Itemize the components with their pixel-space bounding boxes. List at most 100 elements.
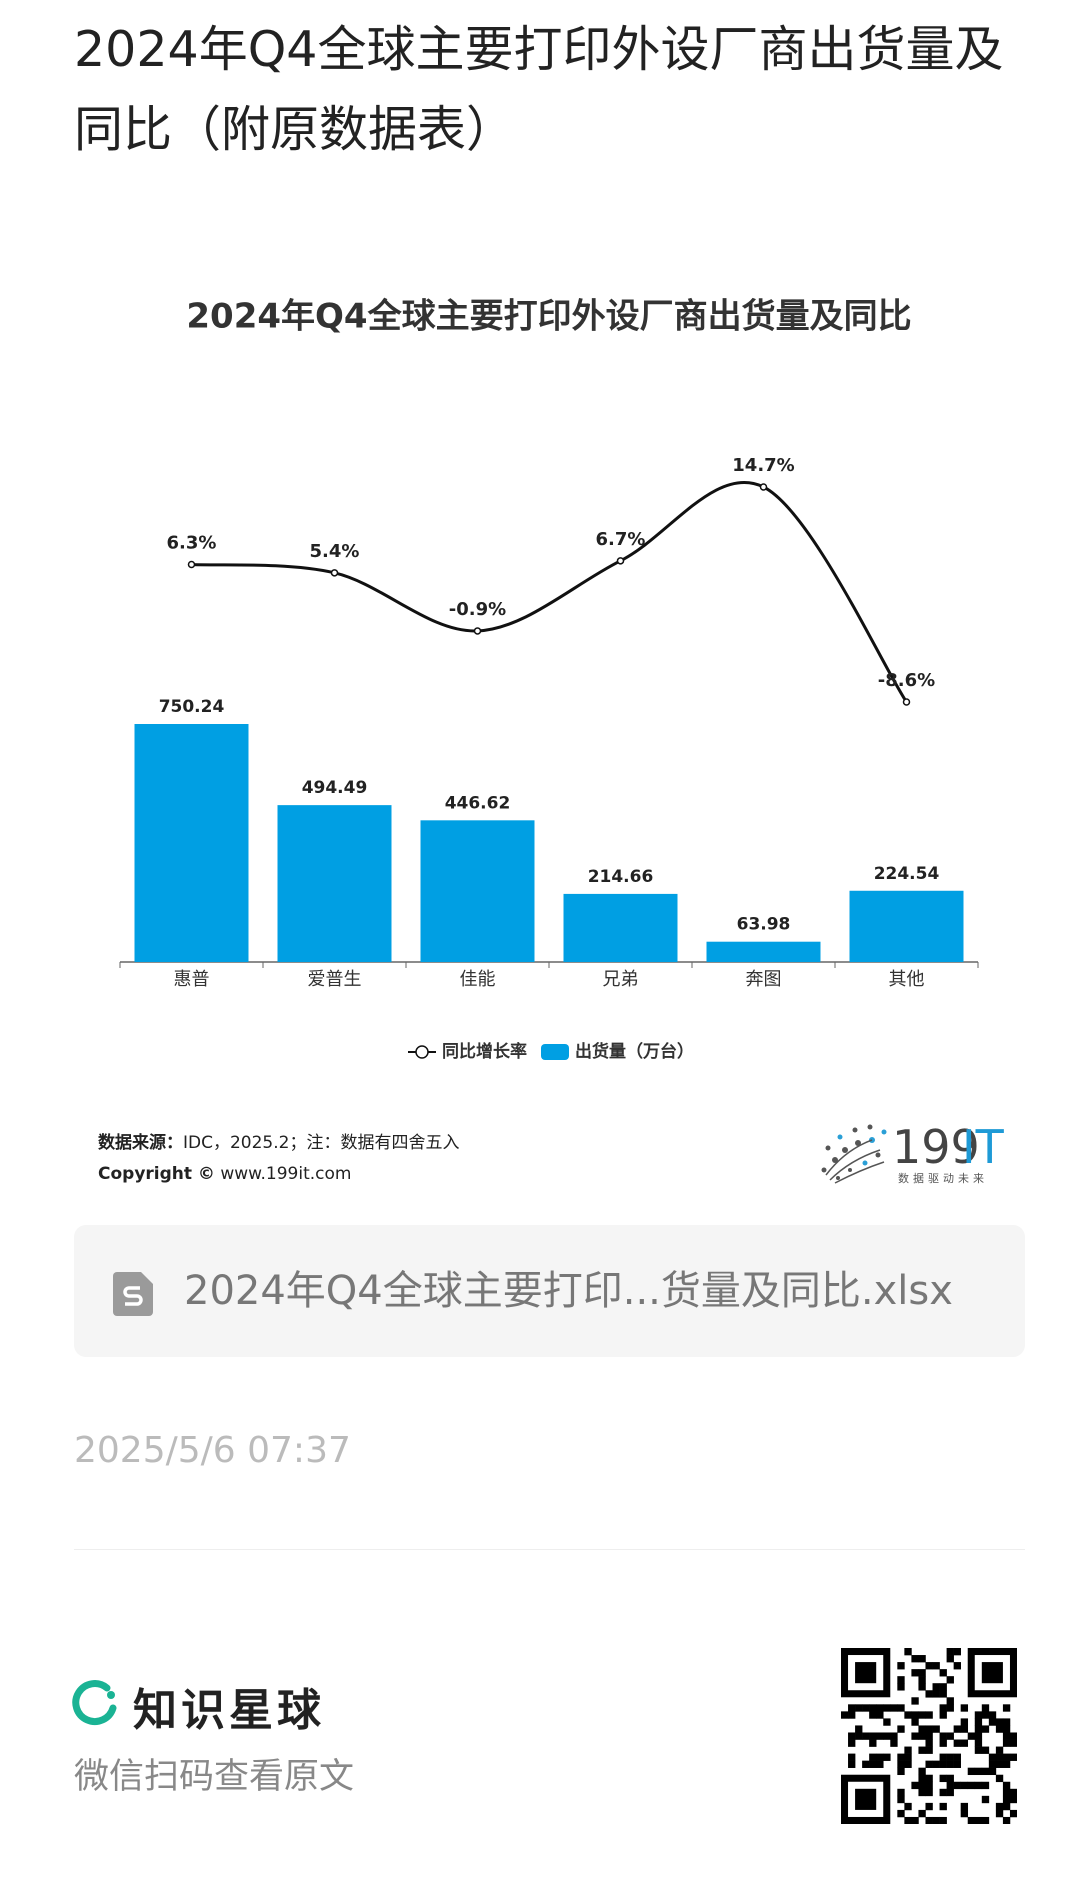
qr-module xyxy=(932,1690,940,1698)
qr-module xyxy=(1002,1753,1011,1761)
qr-module xyxy=(946,1655,954,1663)
qr-module xyxy=(911,1718,919,1726)
qr-module xyxy=(960,1809,969,1818)
qr-module xyxy=(974,1725,983,1733)
qr-module xyxy=(939,1690,947,1698)
growth-point xyxy=(187,560,196,569)
qr-module xyxy=(897,1676,905,1684)
source-text: IDC，2025.2；注：数据有四舍五入 xyxy=(183,1133,460,1153)
qr-module xyxy=(981,1711,990,1719)
qr-module xyxy=(939,1739,947,1747)
source-note: 数据来源：IDC，2025.2；注：数据有四舍五入 Copyright © ww… xyxy=(98,1128,459,1190)
qr-module xyxy=(855,1788,877,1810)
qr-module xyxy=(897,1753,905,1761)
qr-module xyxy=(1002,1788,1011,1797)
qr-module xyxy=(869,1704,877,1712)
qr-module xyxy=(918,1711,926,1719)
qr-module xyxy=(883,1732,891,1740)
growth-point xyxy=(473,627,482,635)
qr-module xyxy=(848,1760,856,1768)
qr-module xyxy=(953,1662,961,1670)
qr-module xyxy=(946,1648,954,1656)
qr-module xyxy=(925,1711,933,1719)
qr-module xyxy=(848,1753,856,1761)
qr-module xyxy=(967,1732,976,1740)
qr-module xyxy=(939,1802,947,1811)
growth-value-label: 14.7% xyxy=(732,455,794,476)
qr-module xyxy=(890,1739,898,1747)
attachment-card[interactable]: 2024年Q4全球主要打印...货量及同比.xlsx xyxy=(74,1225,1025,1357)
qr-module xyxy=(1002,1760,1011,1768)
qr-module xyxy=(1002,1802,1011,1811)
qr-module xyxy=(904,1711,912,1719)
qr-module xyxy=(918,1655,926,1663)
qr-module xyxy=(939,1704,947,1712)
qr-module xyxy=(981,1767,990,1776)
qr-module xyxy=(911,1781,919,1790)
bar-value-label: 494.49 xyxy=(302,778,368,798)
qr-module xyxy=(904,1648,912,1656)
qr-code[interactable] xyxy=(841,1648,1017,1824)
qr-module xyxy=(841,1711,849,1719)
qr-module xyxy=(1002,1732,1011,1740)
bar xyxy=(134,724,249,962)
qr-module xyxy=(981,1816,990,1824)
qr-module xyxy=(918,1781,926,1790)
qr-module xyxy=(939,1683,947,1691)
growth-value-label: -8.6% xyxy=(878,670,935,691)
qr-module xyxy=(918,1809,926,1818)
qr-module xyxy=(897,1809,905,1818)
qr-module xyxy=(911,1732,919,1740)
qr-module xyxy=(890,1704,898,1712)
qr-module xyxy=(1009,1809,1017,1818)
qr-module xyxy=(995,1753,1004,1761)
qr-module xyxy=(925,1746,933,1754)
qr-module xyxy=(939,1774,947,1783)
copyright-site: www.199it.com xyxy=(220,1164,352,1184)
bar xyxy=(849,890,964,962)
qr-module xyxy=(981,1781,990,1790)
legend-marker xyxy=(415,1045,429,1059)
source-label: 数据来源： xyxy=(98,1133,183,1153)
bar-value-label: 750.24 xyxy=(159,697,225,717)
qr-module xyxy=(988,1711,997,1719)
qr-module xyxy=(904,1802,912,1811)
qr-module xyxy=(946,1676,954,1684)
qr-module xyxy=(946,1732,954,1740)
qr-module xyxy=(988,1753,997,1761)
qr-module xyxy=(911,1655,919,1663)
qr-module xyxy=(939,1711,947,1719)
qr-module xyxy=(890,1732,898,1740)
qr-module xyxy=(869,1732,877,1740)
qr-module xyxy=(932,1683,940,1691)
qr-module xyxy=(1002,1718,1011,1726)
x-tick-label: 奔图 xyxy=(746,969,782,990)
qr-module xyxy=(897,1795,905,1804)
qr-module xyxy=(974,1711,983,1719)
qr-module xyxy=(981,1795,990,1804)
qr-module xyxy=(1009,1795,1017,1804)
qr-module xyxy=(960,1718,969,1726)
qr-module xyxy=(911,1697,919,1705)
qr-module xyxy=(883,1753,891,1761)
qr-module xyxy=(876,1732,884,1740)
qr-module xyxy=(960,1802,969,1811)
qr-module xyxy=(883,1718,891,1726)
qr-module xyxy=(1002,1704,1011,1712)
chart-title: 2024年Q4全球主要打印外设厂商出货量及同比 xyxy=(186,297,911,337)
growth-point xyxy=(330,569,339,577)
x-tick-label: 爱普生 xyxy=(308,969,362,990)
file-name: 2024年Q4全球主要打印...货量及同比.xlsx xyxy=(184,1268,953,1314)
qr-module xyxy=(925,1802,933,1811)
growth-point xyxy=(759,483,768,491)
qr-module xyxy=(1002,1781,1011,1790)
qr-module xyxy=(988,1767,997,1776)
qr-module xyxy=(904,1746,912,1754)
qr-module xyxy=(953,1781,961,1790)
legend-label: 同比增长率 xyxy=(442,1041,527,1062)
qr-module xyxy=(995,1718,1004,1726)
qr-module xyxy=(918,1676,926,1684)
qr-module xyxy=(876,1704,884,1712)
qr-module xyxy=(897,1725,905,1733)
logo-number: 199 xyxy=(892,1120,980,1174)
